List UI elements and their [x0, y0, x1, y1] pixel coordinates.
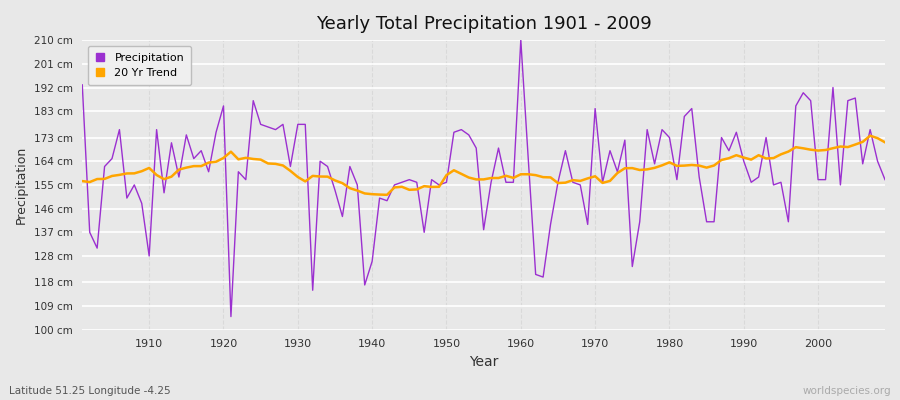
Text: Latitude 51.25 Longitude -4.25: Latitude 51.25 Longitude -4.25 [9, 386, 171, 396]
Y-axis label: Precipitation: Precipitation [15, 146, 28, 224]
Text: worldspecies.org: worldspecies.org [803, 386, 891, 396]
Legend: Precipitation, 20 Yr Trend: Precipitation, 20 Yr Trend [88, 46, 191, 85]
X-axis label: Year: Year [469, 355, 499, 369]
Title: Yearly Total Precipitation 1901 - 2009: Yearly Total Precipitation 1901 - 2009 [316, 15, 652, 33]
